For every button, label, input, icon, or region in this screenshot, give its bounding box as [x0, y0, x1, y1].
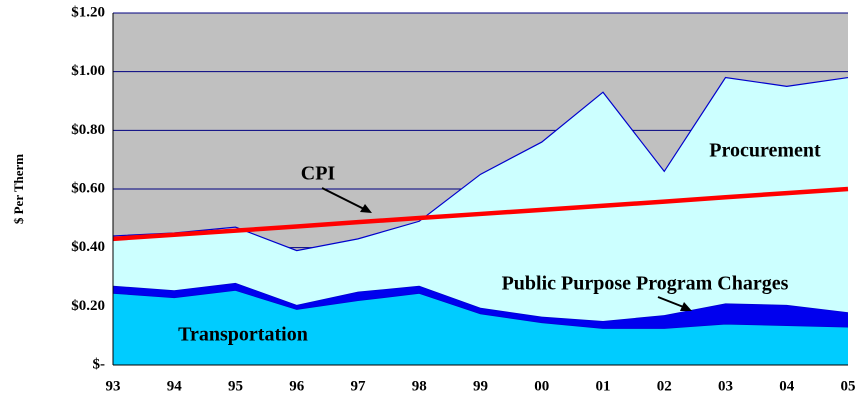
cpi-line	[112, 186, 849, 242]
area	[113, 282, 848, 329]
x-tick-label: 96	[289, 378, 305, 394]
y-tick-label: $-	[93, 356, 106, 372]
arrow-head	[360, 204, 372, 213]
x-tick-label: 94	[167, 378, 183, 394]
area-edge	[112, 76, 849, 252]
x-tick-label: 98	[412, 378, 427, 394]
x-tick-label: 99	[473, 378, 488, 394]
x-tick-label: 02	[657, 378, 672, 394]
y-tick-label: $0.20	[71, 298, 105, 314]
y-tick-label: $1.00	[71, 63, 105, 79]
arrow	[321, 187, 367, 211]
series-label: Public Purpose Program Charges	[502, 273, 789, 295]
y-tick-label: $0.60	[71, 180, 105, 196]
series-label: Procurement	[709, 140, 821, 162]
x-tick-label: 01	[596, 378, 611, 394]
x-tick-label: 95	[228, 378, 243, 394]
y-tick-label: $0.80	[71, 122, 105, 138]
y-tick-label: $1.20	[71, 4, 105, 20]
series-label: Transportation	[178, 324, 308, 346]
y-axis-label: $ Per Therm	[11, 154, 26, 224]
x-tick-label: 93	[106, 378, 121, 394]
x-tick-label: 00	[534, 378, 549, 394]
x-tick-label: 04	[779, 378, 795, 394]
y-tick-label: $0.40	[71, 239, 105, 255]
area	[113, 290, 848, 365]
x-tick-label: 05	[841, 378, 856, 394]
arrow	[657, 296, 687, 309]
arrow-head	[680, 302, 692, 311]
series-label: CPI	[301, 163, 336, 185]
x-tick-label: 03	[718, 378, 733, 394]
x-tick-label: 97	[351, 378, 367, 394]
area	[113, 77, 848, 322]
